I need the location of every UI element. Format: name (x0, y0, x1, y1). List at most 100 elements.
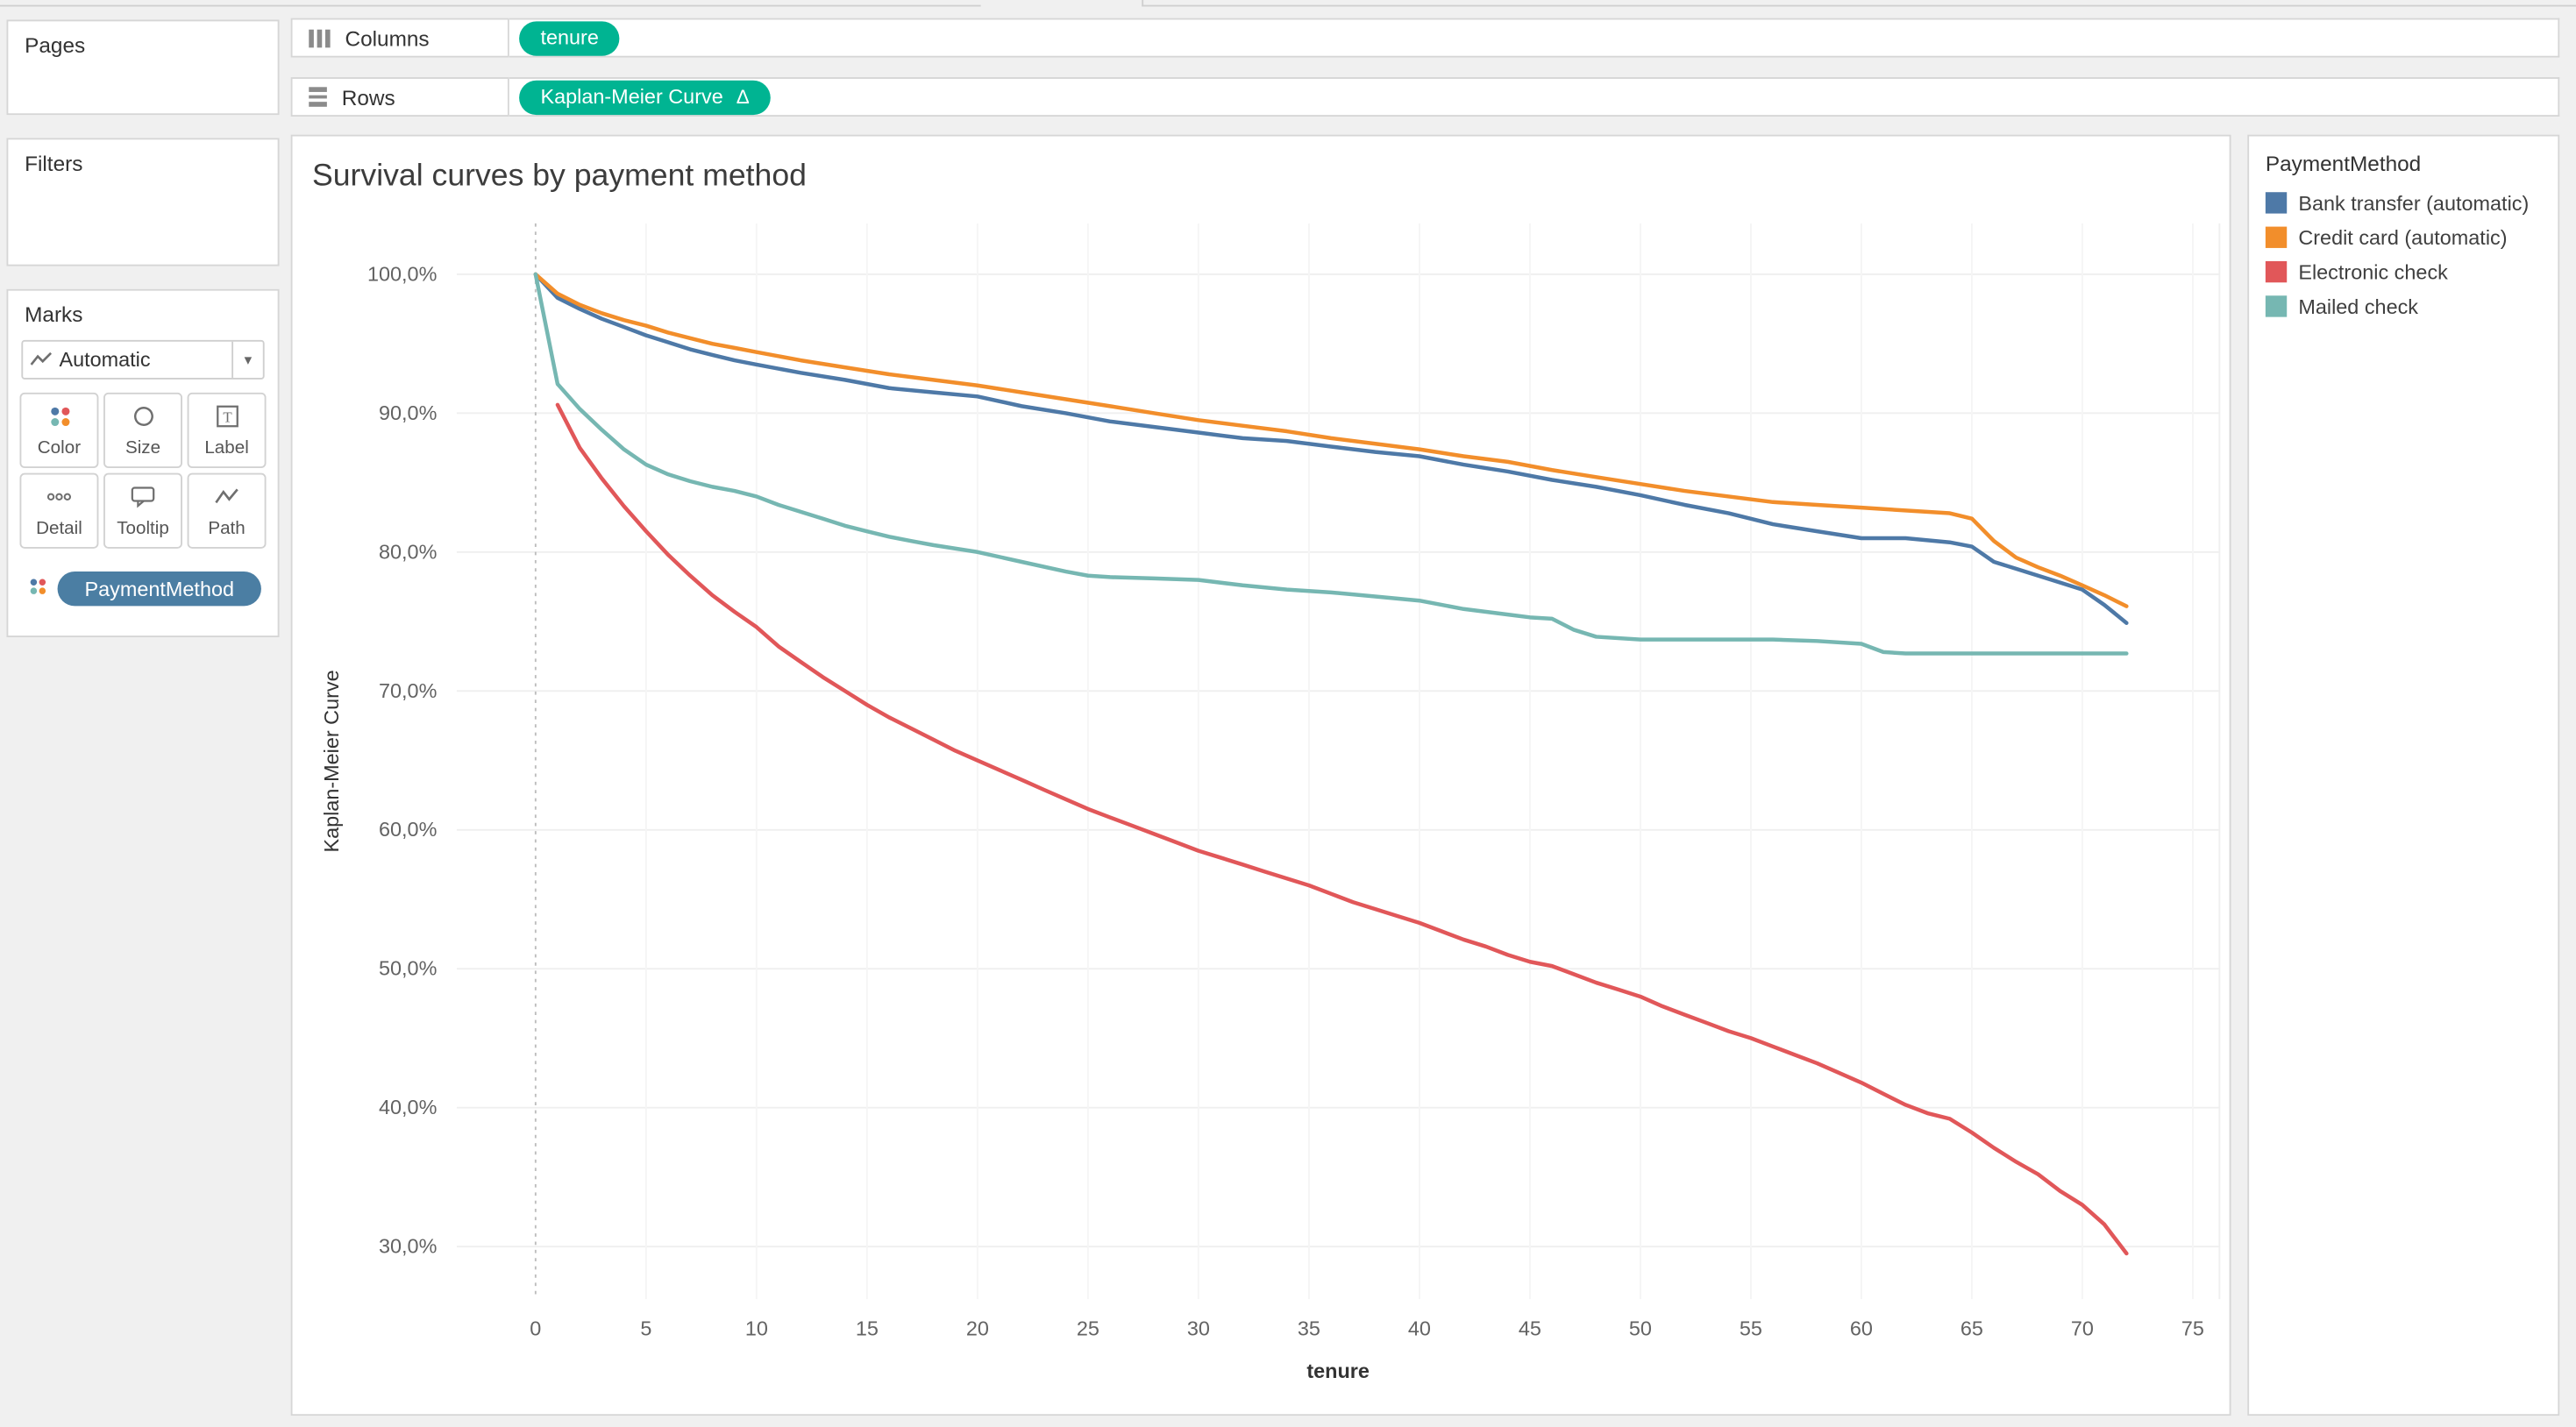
svg-text:25: 25 (1077, 1317, 1099, 1339)
marks-encoding-row: PaymentMethod (8, 562, 277, 607)
svg-text:75: 75 (2181, 1317, 2204, 1339)
pages-shelf-title: Pages (25, 32, 86, 58)
legend-swatch-icon (2265, 192, 2288, 214)
rows-shelf-header: Rows (290, 77, 509, 117)
columns-shelf: Columns tenure (290, 18, 2560, 58)
y-axis-title: Kaplan-Meier Curve (320, 670, 343, 852)
kaplan-meier-pill[interactable]: Kaplan-Meier Curve Δ (519, 79, 772, 115)
legend-title: PaymentMethod (2265, 151, 2422, 176)
detail-button[interactable]: Detail (19, 472, 99, 549)
path-button[interactable]: Path (187, 472, 267, 549)
svg-text:65: 65 (1960, 1317, 1983, 1339)
series-line-bank-transfer-automatic[interactable] (533, 272, 2129, 625)
svg-text:50: 50 (1629, 1317, 1652, 1339)
svg-text:100,0%: 100,0% (367, 262, 437, 285)
legend-item[interactable]: Bank transfer (automatic) (2249, 186, 2558, 220)
svg-text:80,0%: 80,0% (379, 540, 437, 563)
detail-button-label: Detail (36, 518, 82, 538)
series-line-mailed-check[interactable] (533, 272, 2129, 656)
tooltip-icon (130, 484, 156, 514)
series-line-credit-card-automatic[interactable] (533, 272, 2129, 608)
sheet-tab-strip-left (0, 0, 981, 7)
x-axis-tick-labels: 0 5 10 15 20 25 30 35 40 45 50 55 60 65 70 75 (530, 1317, 2204, 1339)
label-button-label: Label (204, 437, 249, 458)
svg-text:10: 10 (745, 1317, 768, 1339)
svg-text:30,0%: 30,0% (379, 1235, 437, 1258)
chevron-down-icon[interactable]: ▾ (231, 341, 263, 378)
chart-title: Survival curves by payment method (312, 159, 807, 195)
color-legend: PaymentMethod Bank transfer (automatic) C… (2247, 134, 2560, 1416)
legend-item-label: Bank transfer (automatic) (2298, 191, 2530, 215)
legend-item-label: Credit card (automatic) (2298, 225, 2508, 249)
chart-view: 0 5 10 15 20 25 30 35 40 45 50 55 60 65 70 75 100,0% 90,0… (290, 134, 2231, 1416)
svg-text:70: 70 (2071, 1317, 2094, 1339)
tooltip-button-label: Tooltip (117, 518, 169, 538)
columns-shelf-label: Columns (345, 25, 430, 51)
legend-swatch-icon (2265, 260, 2288, 283)
filters-shelf[interactable]: Filters (6, 138, 280, 266)
svg-text:20: 20 (966, 1317, 989, 1339)
size-button-label: Size (125, 437, 161, 458)
series-line-electronic-check[interactable] (555, 402, 2129, 1256)
svg-text:60: 60 (1850, 1317, 1873, 1339)
mark-type-dropdown[interactable]: Automatic ▾ (21, 339, 265, 380)
survival-curve-plot: 0 5 10 15 20 25 30 35 40 45 50 55 60 65 70 75 100,0% 90,0… (320, 223, 2221, 1382)
legend-swatch-icon (2265, 226, 2288, 248)
y-axis-tick-labels: 100,0% 90,0% 80,0% 70,0% 60,0% 50,0% 40,0% 30,0… (367, 262, 437, 1257)
legend-items: Bank transfer (automatic) Credit card (au… (2249, 186, 2558, 323)
label-icon: T (215, 403, 239, 433)
svg-text:40: 40 (1408, 1317, 1431, 1339)
pages-shelf[interactable]: Pages (6, 19, 280, 116)
legend-item-label: Mailed check (2298, 295, 2419, 318)
svg-text:T: T (222, 408, 231, 425)
color-icon (46, 403, 71, 433)
label-button[interactable]: T Label (187, 392, 267, 469)
legend-item[interactable]: Mailed check (2249, 289, 2558, 323)
line-mark-icon (23, 351, 59, 368)
svg-text:50,0%: 50,0% (379, 957, 437, 980)
marks-card: Marks Automatic ▾ Color (6, 288, 280, 638)
table-calc-delta-icon: Δ (736, 85, 750, 109)
tooltip-button[interactable]: Tooltip (103, 472, 182, 549)
rows-shelf-tray[interactable]: Kaplan-Meier Curve Δ (509, 77, 2560, 117)
detail-icon (46, 484, 72, 514)
marks-card-title: Marks (25, 302, 83, 327)
sheet-tab-strip-right (1142, 0, 2576, 7)
rows-icon (309, 87, 327, 107)
x-axis-title: tenure (1306, 1360, 1370, 1382)
svg-text:30: 30 (1187, 1317, 1210, 1339)
path-button-label: Path (208, 518, 246, 538)
columns-icon (309, 28, 331, 47)
svg-text:55: 55 (1740, 1317, 1762, 1339)
legend-item[interactable]: Electronic check (2249, 254, 2558, 288)
rows-shelf-label: Rows (341, 84, 395, 110)
columns-shelf-tray[interactable]: tenure (509, 18, 2560, 58)
kaplan-meier-pill-label: Kaplan-Meier Curve (540, 85, 723, 109)
svg-text:5: 5 (640, 1317, 651, 1339)
svg-text:90,0%: 90,0% (379, 401, 437, 424)
svg-text:0: 0 (530, 1317, 541, 1339)
legend-item[interactable]: Credit card (automatic) (2249, 220, 2558, 254)
tenure-pill[interactable]: tenure (519, 20, 621, 55)
size-icon (131, 403, 155, 433)
svg-text:35: 35 (1298, 1317, 1320, 1339)
filters-shelf-title: Filters (25, 151, 83, 176)
color-button-label: Color (37, 437, 82, 458)
svg-text:15: 15 (856, 1317, 879, 1339)
series-lines (533, 272, 2129, 1256)
legend-swatch-icon (2265, 295, 2288, 317)
svg-text:70,0%: 70,0% (379, 679, 437, 702)
gridlines (456, 223, 2221, 1300)
path-icon (214, 484, 240, 514)
columns-shelf-header: Columns (290, 18, 509, 58)
mark-type-value: Automatic (59, 348, 151, 372)
svg-text:45: 45 (1519, 1317, 1541, 1339)
color-encoding-icon[interactable] (28, 574, 47, 604)
svg-text:60,0%: 60,0% (379, 818, 437, 841)
payment-method-pill[interactable]: PaymentMethod (57, 572, 261, 607)
legend-item-label: Electronic check (2298, 259, 2448, 284)
svg-text:40,0%: 40,0% (379, 1096, 437, 1118)
color-button[interactable]: Color (19, 392, 99, 469)
size-button[interactable]: Size (103, 392, 182, 469)
